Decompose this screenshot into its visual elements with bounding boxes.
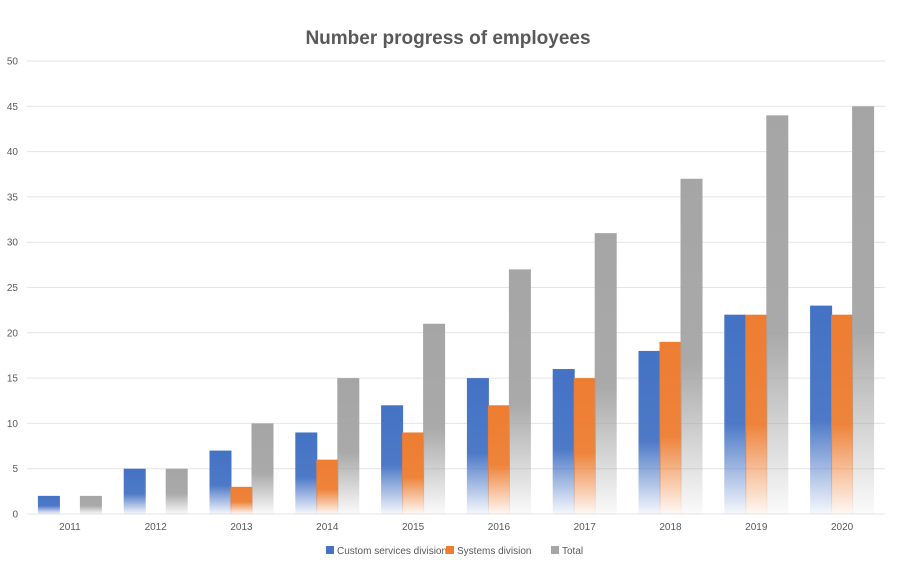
bar-systems-division-2017 [573,378,596,514]
x-axis-ticks: 2011 2012 2013 2014 2015 2016 2017 2018 2019 2020 [59,522,854,533]
y-tick-label: 25 [7,283,19,294]
legend-swatch [326,546,334,554]
bar-total-2013 [251,423,274,514]
bar-custom-services-division-2017 [552,369,575,514]
legend: Custom services division Systems division… [326,546,583,557]
x-tick-label: 2013 [230,522,253,533]
bar-total-2011 [79,495,102,514]
bar-systems-division-2013 [230,486,253,514]
legend-item: Custom services division [326,546,447,557]
legend-item: Systems division [446,546,531,557]
y-tick-label: 0 [12,510,18,521]
y-tick-label: 10 [7,419,19,430]
bar-total-2016 [508,269,531,514]
bar-custom-services-division-2011 [37,495,60,514]
y-axis-ticks: 0 5 10 15 20 25 30 35 40 45 50 [7,57,19,521]
bar-total-2019 [766,115,789,515]
bar-systems-division-2014 [316,459,339,514]
x-tick-label: 2011 [59,522,81,533]
bar-total-2017 [594,233,617,514]
legend-label: Custom services division [337,546,447,557]
legend-label: Systems division [457,546,531,557]
y-tick-label: 15 [7,374,19,385]
bar-custom-services-division-2020 [810,305,833,514]
x-tick-label: 2012 [145,522,168,533]
bar-total-2020 [852,106,875,515]
bar-custom-services-division-2019 [724,314,747,514]
x-tick-label: 2017 [574,522,597,533]
x-tick-label: 2015 [402,522,425,533]
x-tick-label: 2014 [316,522,339,533]
y-tick-label: 45 [7,102,19,113]
y-tick-label: 40 [7,147,19,158]
legend-swatch [446,546,454,554]
y-tick-label: 30 [7,238,19,249]
y-tick-label: 50 [7,57,19,68]
bar-systems-division-2016 [487,405,510,514]
bar-systems-division-2020 [831,314,854,514]
bar-total-2014 [337,378,360,514]
y-tick-label: 35 [7,192,19,203]
bar-custom-services-division-2013 [209,450,232,514]
bars [37,106,875,515]
y-tick-label: 20 [7,328,19,339]
x-tick-label: 2016 [488,522,511,533]
chart-title: Number progress of employees [305,28,590,49]
bar-custom-services-division-2018 [638,350,661,514]
bar-custom-services-division-2015 [381,405,404,514]
bar-total-2018 [680,178,703,514]
legend-item: Total [551,546,583,557]
bar-systems-division-2018 [659,341,682,514]
legend-label: Total [562,546,583,557]
bar-systems-division-2015 [402,432,425,514]
legend-swatch [551,546,559,554]
bar-total-2012 [165,468,188,514]
bar-systems-division-2019 [745,314,768,514]
x-tick-label: 2018 [659,522,682,533]
x-tick-label: 2020 [831,522,854,533]
bar-total-2015 [423,323,446,514]
x-tick-label: 2019 [745,522,768,533]
y-tick-label: 5 [12,464,18,475]
bar-custom-services-division-2016 [466,378,489,514]
bar-custom-services-division-2012 [123,468,146,514]
bar-custom-services-division-2014 [295,432,318,514]
